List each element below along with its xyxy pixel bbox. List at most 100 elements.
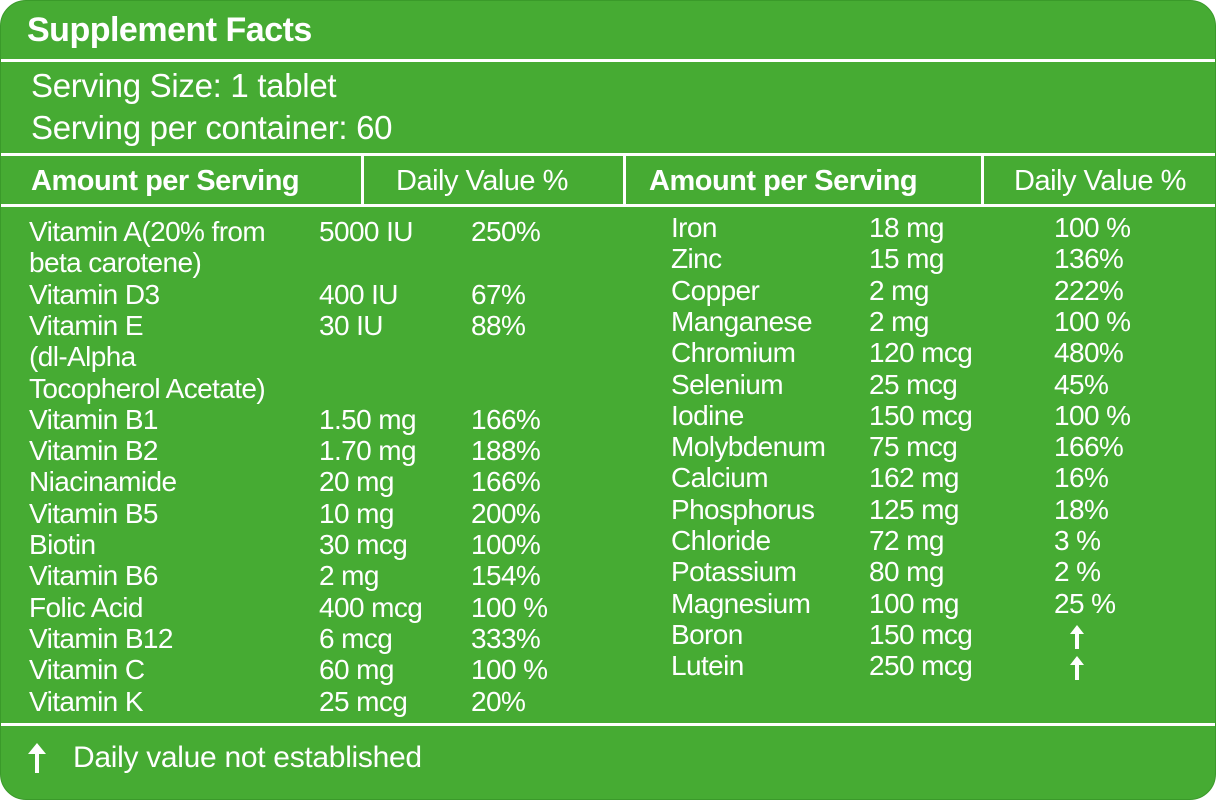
- nutrient-name: Molybdenum: [671, 431, 826, 463]
- nutrient-amount: 15 mg: [869, 243, 944, 275]
- nutrient-amount: 20 mg: [319, 466, 394, 498]
- nutrient-amount: 2 mg: [319, 560, 379, 592]
- divider: [1, 723, 1215, 726]
- nutrient-amount: 1.70 mg: [319, 435, 417, 467]
- nutrient-amount: 80 mg: [869, 556, 944, 588]
- page-title: Supplement Facts: [27, 11, 312, 49]
- up-arrow-icon: [1068, 655, 1086, 686]
- nutrient-name: Vitamin B5: [29, 497, 158, 529]
- divider: [1, 153, 1215, 156]
- nutrient-amount: 2 mg: [869, 305, 929, 337]
- nutrient-amount: 162 mg: [869, 462, 959, 494]
- daily-value-percent: 20%: [471, 685, 526, 717]
- divider: [1, 59, 1215, 62]
- nutrient-amount: 25 mcg: [869, 368, 958, 400]
- daily-value-percent: 166%: [471, 403, 541, 435]
- header-daily-value-left: Daily Value %: [396, 165, 568, 197]
- daily-value-percent: 154%: [471, 560, 541, 592]
- nutrient-name: (dl-Alpha: [29, 341, 136, 373]
- divider: [361, 153, 364, 205]
- nutrient-amount: 30 IU: [319, 309, 384, 341]
- daily-value-percent: 480%: [1054, 337, 1124, 369]
- nutrient-name: Folic Acid: [29, 591, 143, 623]
- daily-value-percent: 67%: [471, 278, 526, 310]
- nutrient-amount: 125 mg: [869, 493, 959, 525]
- nutrient-name: Chromium: [671, 337, 796, 369]
- nutrient-amount: 2 mg: [869, 274, 929, 306]
- header-amount-left: Amount per Serving: [31, 165, 300, 197]
- nutrient-amount: 250 mcg: [869, 650, 973, 682]
- daily-value-percent: 166%: [471, 466, 541, 498]
- up-arrow-icon: [28, 743, 46, 773]
- daily-value-percent: 333%: [471, 622, 541, 654]
- daily-value-percent: 100 %: [1054, 305, 1131, 337]
- nutrient-name: Potassium: [671, 556, 797, 588]
- nutrient-name: Vitamin E: [29, 309, 144, 341]
- daily-value-percent: 2 %: [1054, 556, 1101, 588]
- divider: [981, 153, 984, 205]
- nutrient-name: Copper: [671, 274, 760, 306]
- nutrient-name: Lutein: [671, 650, 744, 682]
- header-daily-value-right: Daily Value %: [1014, 165, 1186, 197]
- nutrient-name: Iodine: [671, 399, 744, 431]
- daily-value-percent: 100 %: [1054, 399, 1131, 431]
- nutrient-name: Boron: [671, 618, 743, 650]
- servings-per-container: Serving per container: 60: [31, 109, 393, 146]
- daily-value-percent: 3 %: [1054, 525, 1101, 556]
- daily-value-percent: 136%: [1054, 243, 1124, 275]
- serving-size: Serving Size: 1 tablet: [31, 67, 337, 104]
- nutrient-name: Vitamin B1: [29, 403, 158, 435]
- nutrient-name: Vitamin D3: [29, 278, 160, 310]
- daily-value-percent: 166%: [1054, 431, 1124, 463]
- nutrient-name: Tocopherol Acetate): [29, 372, 266, 404]
- nutrient-name: beta carotene): [29, 247, 202, 279]
- nutrient-name: Vitamin B12: [29, 622, 173, 654]
- up-arrow-icon: [1068, 624, 1086, 655]
- daily-value-percent: 222%: [1054, 274, 1124, 306]
- nutrient-amount: 6 mcg: [319, 622, 393, 654]
- nutrient-amount: 10 mg: [319, 497, 394, 529]
- daily-value-percent: 100 %: [471, 591, 548, 623]
- daily-value-percent: 200%: [471, 497, 541, 529]
- footer-note: Daily value not established: [73, 741, 422, 774]
- nutrient-amount: 150 mcg: [869, 399, 973, 431]
- daily-value-percent: 16%: [1054, 462, 1109, 494]
- nutrient-amount: 60 mg: [319, 654, 394, 686]
- daily-value-percent: 100%: [471, 529, 541, 560]
- nutrient-name: Biotin: [29, 529, 96, 560]
- nutrient-amount: 75 mcg: [869, 431, 958, 463]
- nutrient-amount: 150 mcg: [869, 618, 973, 650]
- nutrient-amount: 72 mg: [869, 525, 944, 556]
- daily-value-percent: 45%: [1054, 368, 1109, 400]
- nutrient-name: Magnesium: [671, 587, 811, 619]
- nutrient-name: Chloride: [671, 525, 771, 556]
- nutrient-amount: 1.50 mg: [319, 403, 417, 435]
- nutrient-name: Selenium: [671, 368, 784, 400]
- divider: [623, 153, 626, 205]
- nutrient-amount: 400 IU: [319, 278, 399, 310]
- daily-value-percent: 25 %: [1054, 587, 1116, 619]
- nutrient-name: Vitamin K: [29, 685, 144, 717]
- daily-value-percent: 188%: [471, 435, 541, 467]
- header-amount-right: Amount per Serving: [649, 165, 918, 197]
- nutrient-amount: 18 mg: [869, 212, 944, 243]
- nutrient-amount: 100 mg: [869, 587, 959, 619]
- nutrient-name: Iron: [671, 212, 717, 243]
- daily-value-percent: 100 %: [471, 654, 548, 686]
- nutrient-name: Phosphorus: [671, 493, 815, 525]
- daily-value-percent: 88%: [471, 309, 526, 341]
- nutrient-amount: 400 mcg: [319, 591, 423, 623]
- nutrient-amount: 120 mcg: [869, 337, 973, 369]
- nutrient-name: Vitamin C: [29, 654, 145, 686]
- daily-value-percent: 18%: [1054, 493, 1109, 525]
- nutrient-name: Manganese: [671, 305, 813, 337]
- nutrient-amount: 30 mcg: [319, 529, 408, 560]
- nutrient-name: Vitamin A(20% from: [29, 216, 266, 247]
- nutrient-amount: 5000 IU: [319, 216, 413, 247]
- daily-value-percent: 250%: [471, 216, 541, 247]
- daily-value-percent: 100 %: [1054, 212, 1131, 243]
- nutrient-amount: 25 mcg: [319, 685, 408, 717]
- nutrient-name: Vitamin B2: [29, 435, 158, 467]
- nutrient-name: Calcium: [671, 462, 769, 494]
